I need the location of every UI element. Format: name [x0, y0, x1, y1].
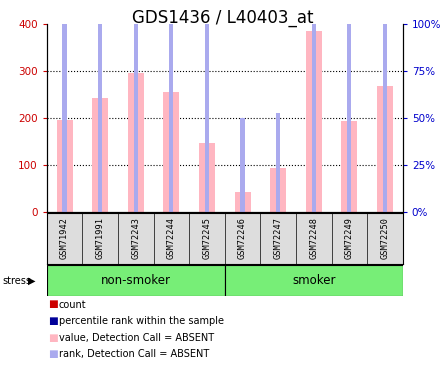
Text: ■: ■	[48, 300, 58, 309]
Bar	[276, 112, 280, 212]
Text: GSM72244: GSM72244	[167, 217, 176, 259]
Bar	[47, 265, 225, 296]
Bar	[163, 92, 179, 212]
Bar	[62, 24, 67, 212]
Text: ■: ■	[48, 316, 58, 326]
Bar	[270, 168, 286, 212]
Text: GSM72243: GSM72243	[131, 217, 140, 259]
Text: GSM72245: GSM72245	[202, 217, 211, 259]
Text: rank, Detection Call = ABSENT: rank, Detection Call = ABSENT	[59, 349, 209, 359]
Bar	[240, 118, 245, 212]
Text: GSM72250: GSM72250	[380, 217, 389, 259]
Bar	[235, 192, 251, 212]
Bar	[92, 99, 108, 212]
Bar	[134, 0, 138, 212]
Bar	[98, 0, 102, 212]
Bar	[347, 6, 352, 212]
Text: GSM72246: GSM72246	[238, 217, 247, 259]
Text: percentile rank within the sample: percentile rank within the sample	[59, 316, 224, 326]
Bar	[169, 21, 174, 212]
Bar	[306, 32, 322, 212]
Bar	[225, 265, 403, 296]
Bar	[57, 120, 73, 212]
Text: count: count	[59, 300, 86, 309]
Text: ▶: ▶	[28, 276, 36, 285]
Bar	[377, 86, 393, 212]
Text: GSM71991: GSM71991	[96, 217, 105, 259]
Bar	[205, 21, 209, 212]
Text: value, Detection Call = ABSENT: value, Detection Call = ABSENT	[59, 333, 214, 342]
Text: GSM71942: GSM71942	[60, 217, 69, 259]
Bar	[383, 0, 387, 212]
Text: ■: ■	[48, 349, 58, 359]
Text: ■: ■	[48, 333, 58, 342]
Text: smoker: smoker	[292, 274, 336, 287]
Text: GSM72249: GSM72249	[345, 217, 354, 259]
Text: GSM72248: GSM72248	[309, 217, 318, 259]
Text: GSM72247: GSM72247	[274, 217, 283, 259]
Bar	[128, 73, 144, 212]
Text: stress: stress	[2, 276, 31, 285]
Text: non-smoker: non-smoker	[101, 274, 171, 287]
Bar	[341, 122, 357, 212]
Bar	[199, 142, 215, 212]
Text: GDS1436 / L40403_at: GDS1436 / L40403_at	[132, 9, 313, 27]
Bar	[312, 0, 316, 212]
